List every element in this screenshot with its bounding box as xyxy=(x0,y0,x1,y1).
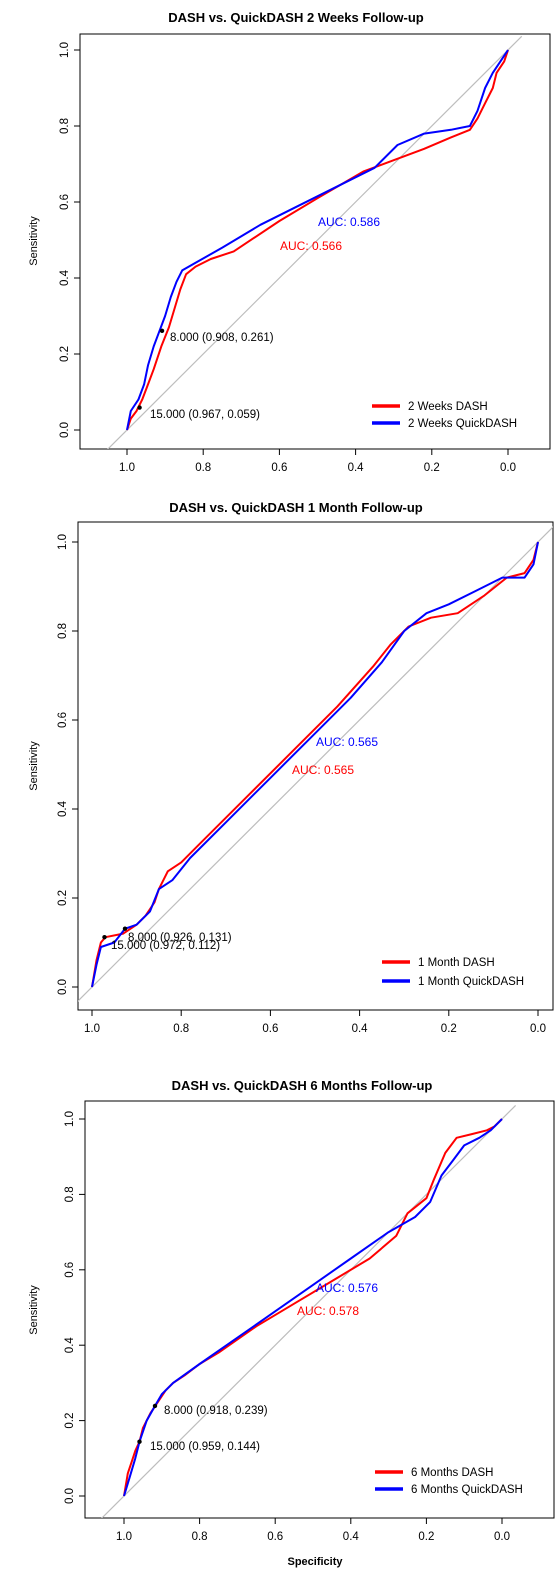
x-tick-label: 0.4 xyxy=(348,462,365,474)
roc-line-dash xyxy=(126,49,509,431)
plot-frame xyxy=(84,1100,555,1519)
panel-title: DASH vs. QuickDASH 6 Months Follow-up xyxy=(172,1078,433,1093)
y-tick-label: 0.0 xyxy=(57,979,69,995)
auc-label-quickdash: AUC: 0.586 xyxy=(318,215,380,229)
annotation-layer: AUC: 0.576 AUC: 0.578 8.000 (0.918, 0.239)… xyxy=(137,1281,378,1453)
threshold-15-label: 15.000 (0.967, 0.059) xyxy=(150,409,260,421)
auc-label-quickdash: AUC: 0.576 xyxy=(316,1281,378,1295)
legend-entry: 6 Months DASH xyxy=(411,1467,493,1479)
axis-ticks-layer: 1.0 0.8 0.6 0.4 0.2 0.0 0.0 0.2 0.4 0.6 0.8 1.0 xyxy=(59,42,516,474)
y-tick-label: 0.4 xyxy=(59,269,71,286)
y-tick-label: 0.0 xyxy=(59,422,71,438)
x-tick-label: 0.0 xyxy=(500,462,516,474)
diagonal-layer xyxy=(107,35,523,449)
threshold-15-point xyxy=(137,405,142,410)
x-tick-label: 0.0 xyxy=(530,1023,546,1035)
x-tick-label: 0.8 xyxy=(195,462,211,474)
axis-ticks-layer: 1.0 0.8 0.6 0.4 0.2 0.0 0.0 0.2 0.4 0.6 0.8 1.0 xyxy=(64,1111,510,1543)
x-tick-label: 0.6 xyxy=(271,462,287,474)
axis-ticks-layer: 1.0 0.8 0.6 0.4 0.2 0.0 0.0 0.2 0.4 0.6 0.8 1.0 xyxy=(57,534,546,1035)
y-tick-label: 0.8 xyxy=(57,623,69,639)
y-tick-label: 0.4 xyxy=(64,1337,76,1354)
y-tick-label: 0.8 xyxy=(64,1186,76,1202)
auc-label-dash: AUC: 0.566 xyxy=(280,239,342,253)
x-tick-label: 0.6 xyxy=(262,1023,278,1035)
chance-diagonal xyxy=(107,35,523,449)
threshold-8-label: 8.000 (0.918, 0.239) xyxy=(164,1405,268,1417)
x-tick-label: 0.4 xyxy=(343,1531,360,1543)
roc-lines-layer xyxy=(126,49,509,431)
roc-line-quickdash xyxy=(123,1118,503,1497)
x-tick-label: 0.8 xyxy=(173,1023,189,1035)
y-axis-label: Sensitivity xyxy=(28,216,40,266)
legend-entry: 2 Weeks DASH xyxy=(408,401,488,413)
chance-diagonal xyxy=(101,1105,517,1518)
y-tick-label: 0.0 xyxy=(64,1488,76,1504)
legend-entry: 1 Month DASH xyxy=(418,957,495,969)
roc-line-dash xyxy=(91,541,539,988)
plot-frame xyxy=(79,33,551,450)
threshold-8-point xyxy=(152,1403,158,1409)
threshold-8-label: 8.000 (0.908, 0.261) xyxy=(170,332,274,344)
roc-lines-layer xyxy=(91,541,539,988)
auc-label-dash: AUC: 0.578 xyxy=(297,1304,359,1318)
threshold-8-label: 8.000 (0.926, 0.131) xyxy=(128,932,232,944)
y-axis-label: Sensitivity xyxy=(28,741,40,791)
x-axis-label: Specificity xyxy=(287,1556,343,1568)
legend: 2 Weeks DASH 2 Weeks QuickDASH xyxy=(372,401,517,430)
x-tick-label: 1.0 xyxy=(84,1023,100,1035)
y-tick-label: 0.4 xyxy=(57,800,69,817)
y-tick-label: 1.0 xyxy=(57,534,69,550)
legend: 1 Month DASH 1 Month QuickDASH xyxy=(382,957,524,988)
threshold-15-label: 15.000 (0.959, 0.144) xyxy=(150,1441,260,1453)
x-tick-label: 1.0 xyxy=(119,462,135,474)
x-tick-label: 0.2 xyxy=(441,1023,457,1035)
legend-entry: 6 Months QuickDASH xyxy=(411,1484,523,1496)
annotation-layer: AUC: 0.565 AUC: 0.565 8.000 (0.926, 0.131)… xyxy=(102,735,378,952)
chance-diagonal xyxy=(78,526,553,1002)
x-tick-label: 0.6 xyxy=(267,1531,283,1543)
plot-frame xyxy=(77,521,554,1011)
threshold-15-label: 15.000 (0.972, 0.112) xyxy=(111,940,220,952)
panel-title: DASH vs. QuickDASH 2 Weeks Follow-up xyxy=(168,10,424,25)
x-tick-label: 0.2 xyxy=(418,1531,434,1543)
x-tick-label: 0.4 xyxy=(352,1023,369,1035)
panel-6-months: DASH vs. QuickDASH 6 Months Follow-up Se… xyxy=(28,1078,555,1568)
y-axis-label: Sensitivity xyxy=(28,1285,40,1335)
diagonal-layer xyxy=(78,526,553,1002)
legend: 6 Months DASH 6 Months QuickDASH xyxy=(375,1467,523,1496)
legend-entry: 1 Month QuickDASH xyxy=(418,976,524,988)
panel-title: DASH vs. QuickDASH 1 Month Follow-up xyxy=(169,500,423,515)
annotation-layer: AUC: 0.586 AUC: 0.566 8.000 (0.908, 0.261)… xyxy=(137,215,380,421)
threshold-15-point xyxy=(102,934,107,940)
x-tick-label: 0.0 xyxy=(494,1531,510,1543)
y-tick-label: 0.6 xyxy=(57,712,69,728)
y-tick-label: 0.8 xyxy=(59,118,71,134)
threshold-8-point xyxy=(122,926,128,931)
panel-1-month: DASH vs. QuickDASH 1 Month Follow-up Sen… xyxy=(28,500,554,1035)
y-tick-label: 0.6 xyxy=(64,1262,76,1278)
x-tick-label: 1.0 xyxy=(116,1531,132,1543)
auc-label-quickdash: AUC: 0.565 xyxy=(316,735,378,749)
y-tick-label: 0.2 xyxy=(64,1413,76,1429)
threshold-15-point xyxy=(137,1439,142,1444)
diagonal-layer xyxy=(101,1105,517,1518)
y-tick-label: 0.6 xyxy=(59,194,71,210)
y-tick-label: 1.0 xyxy=(64,1111,76,1127)
x-tick-label: 0.2 xyxy=(424,462,440,474)
panel-2-weeks: DASH vs. QuickDASH 2 Weeks Follow-up Sen… xyxy=(28,10,551,474)
y-tick-label: 1.0 xyxy=(59,42,71,58)
threshold-8-point xyxy=(159,328,165,334)
x-tick-label: 0.8 xyxy=(192,1531,208,1543)
roc-line-quickdash xyxy=(91,541,539,988)
y-tick-label: 0.2 xyxy=(59,346,71,362)
legend-entry: 2 Weeks QuickDASH xyxy=(408,418,517,430)
roc-line-quickdash xyxy=(126,49,509,431)
y-tick-label: 0.2 xyxy=(57,890,69,906)
auc-label-dash: AUC: 0.565 xyxy=(292,763,354,777)
roc-lines-layer xyxy=(123,1118,503,1497)
